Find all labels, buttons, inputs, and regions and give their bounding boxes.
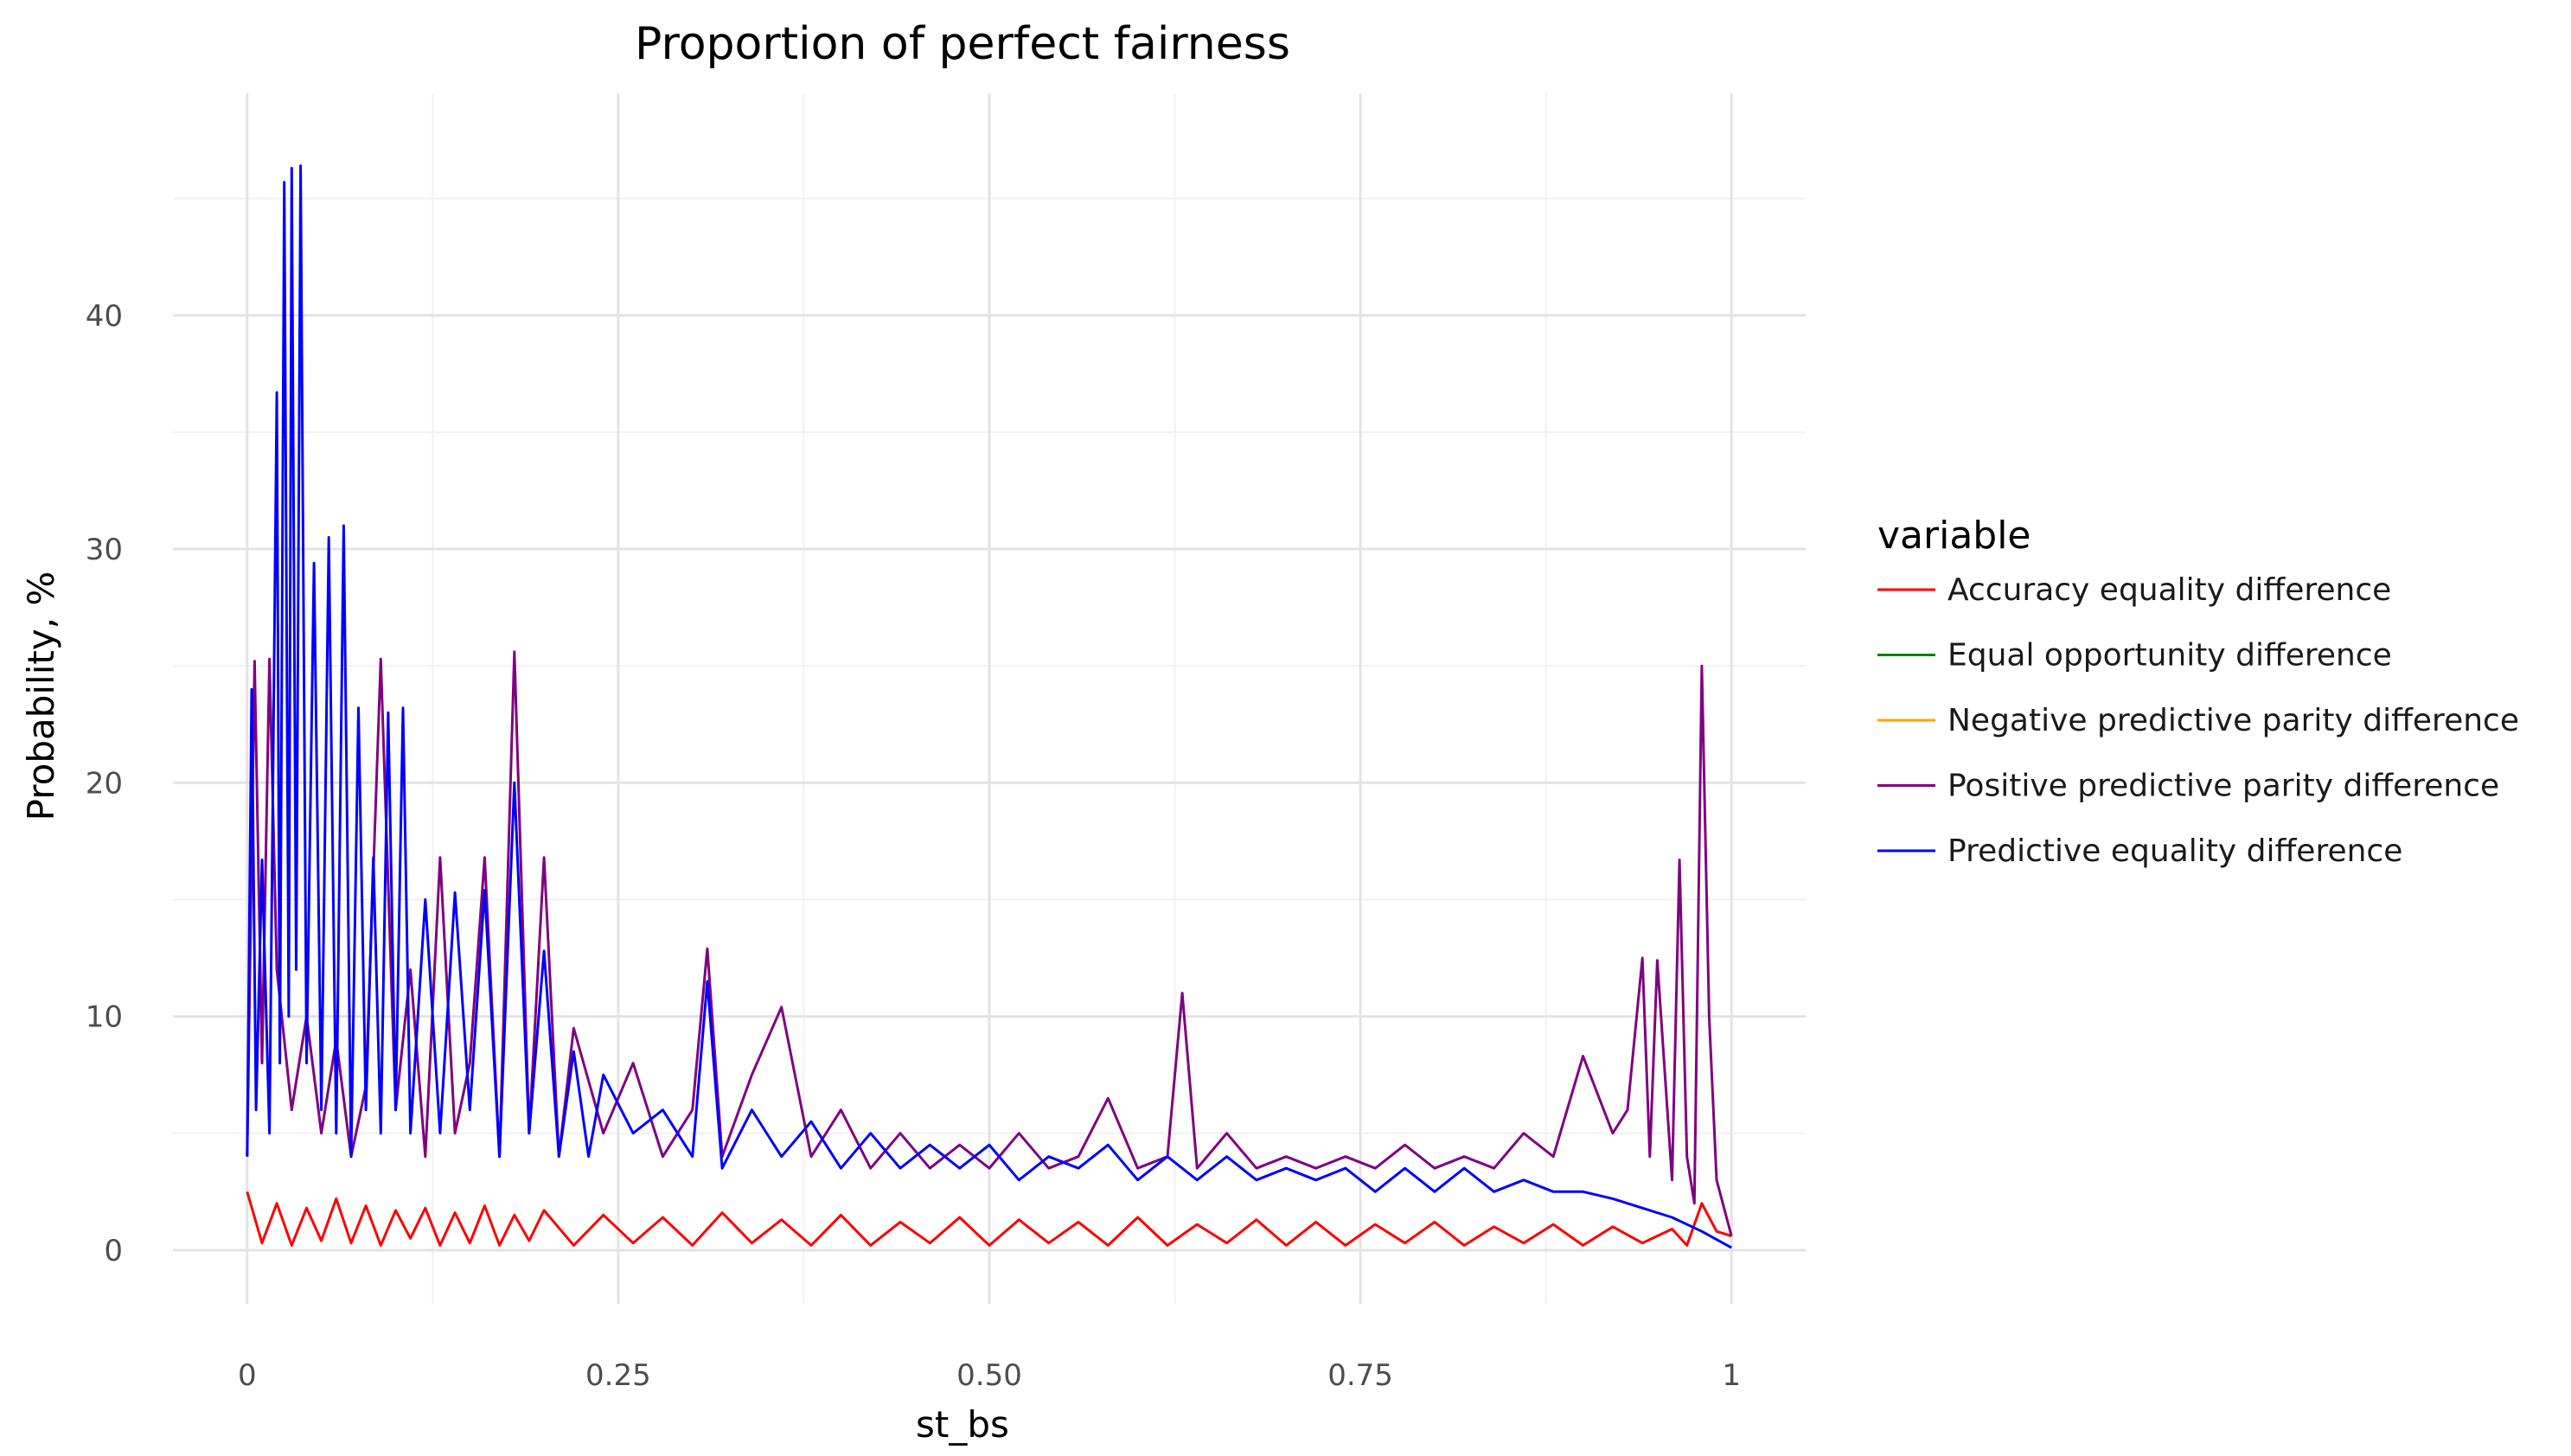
chart-title: Proportion of perfect fairness (635, 18, 1290, 70)
series-line-positive-predictive-parity-difference (246, 650, 1733, 1236)
legend: variable Accuracy equality difference Equ… (1877, 514, 2519, 869)
legend-entries: Accuracy equality difference Equal opport… (1877, 572, 2519, 869)
y-tick-label: 20 (86, 766, 123, 801)
x-tick-label: 0 (238, 1358, 257, 1393)
legend-title: variable (1877, 514, 2031, 558)
y-tick-label: 30 (86, 533, 123, 567)
y-tick-label: 10 (86, 1000, 123, 1035)
legend-label: Predictive equality difference (1947, 833, 2402, 869)
y-tick-label: 40 (86, 299, 123, 334)
x-tick-label: 0.25 (585, 1358, 651, 1393)
plot-series (246, 164, 1733, 1249)
legend-label: Positive predictive parity difference (1947, 769, 2499, 804)
y-tick-label: 0 (104, 1234, 123, 1268)
series-line-predictive-equality-difference (246, 164, 1732, 1249)
x-tick-label: 0.75 (1327, 1358, 1393, 1393)
x-tick-label: 1 (1722, 1358, 1741, 1393)
x-tick-label: 0.50 (956, 1358, 1022, 1393)
legend-label: Negative predictive parity difference (1947, 703, 2519, 738)
legend-label: Accuracy equality difference (1947, 572, 2391, 608)
legend-label: Equal opportunity difference (1947, 638, 2392, 674)
series-line-accuracy-equality-difference (246, 1191, 1732, 1247)
y-axis-label: Probability, % (20, 572, 62, 821)
x-axis-label: st_bs (916, 1403, 1009, 1446)
